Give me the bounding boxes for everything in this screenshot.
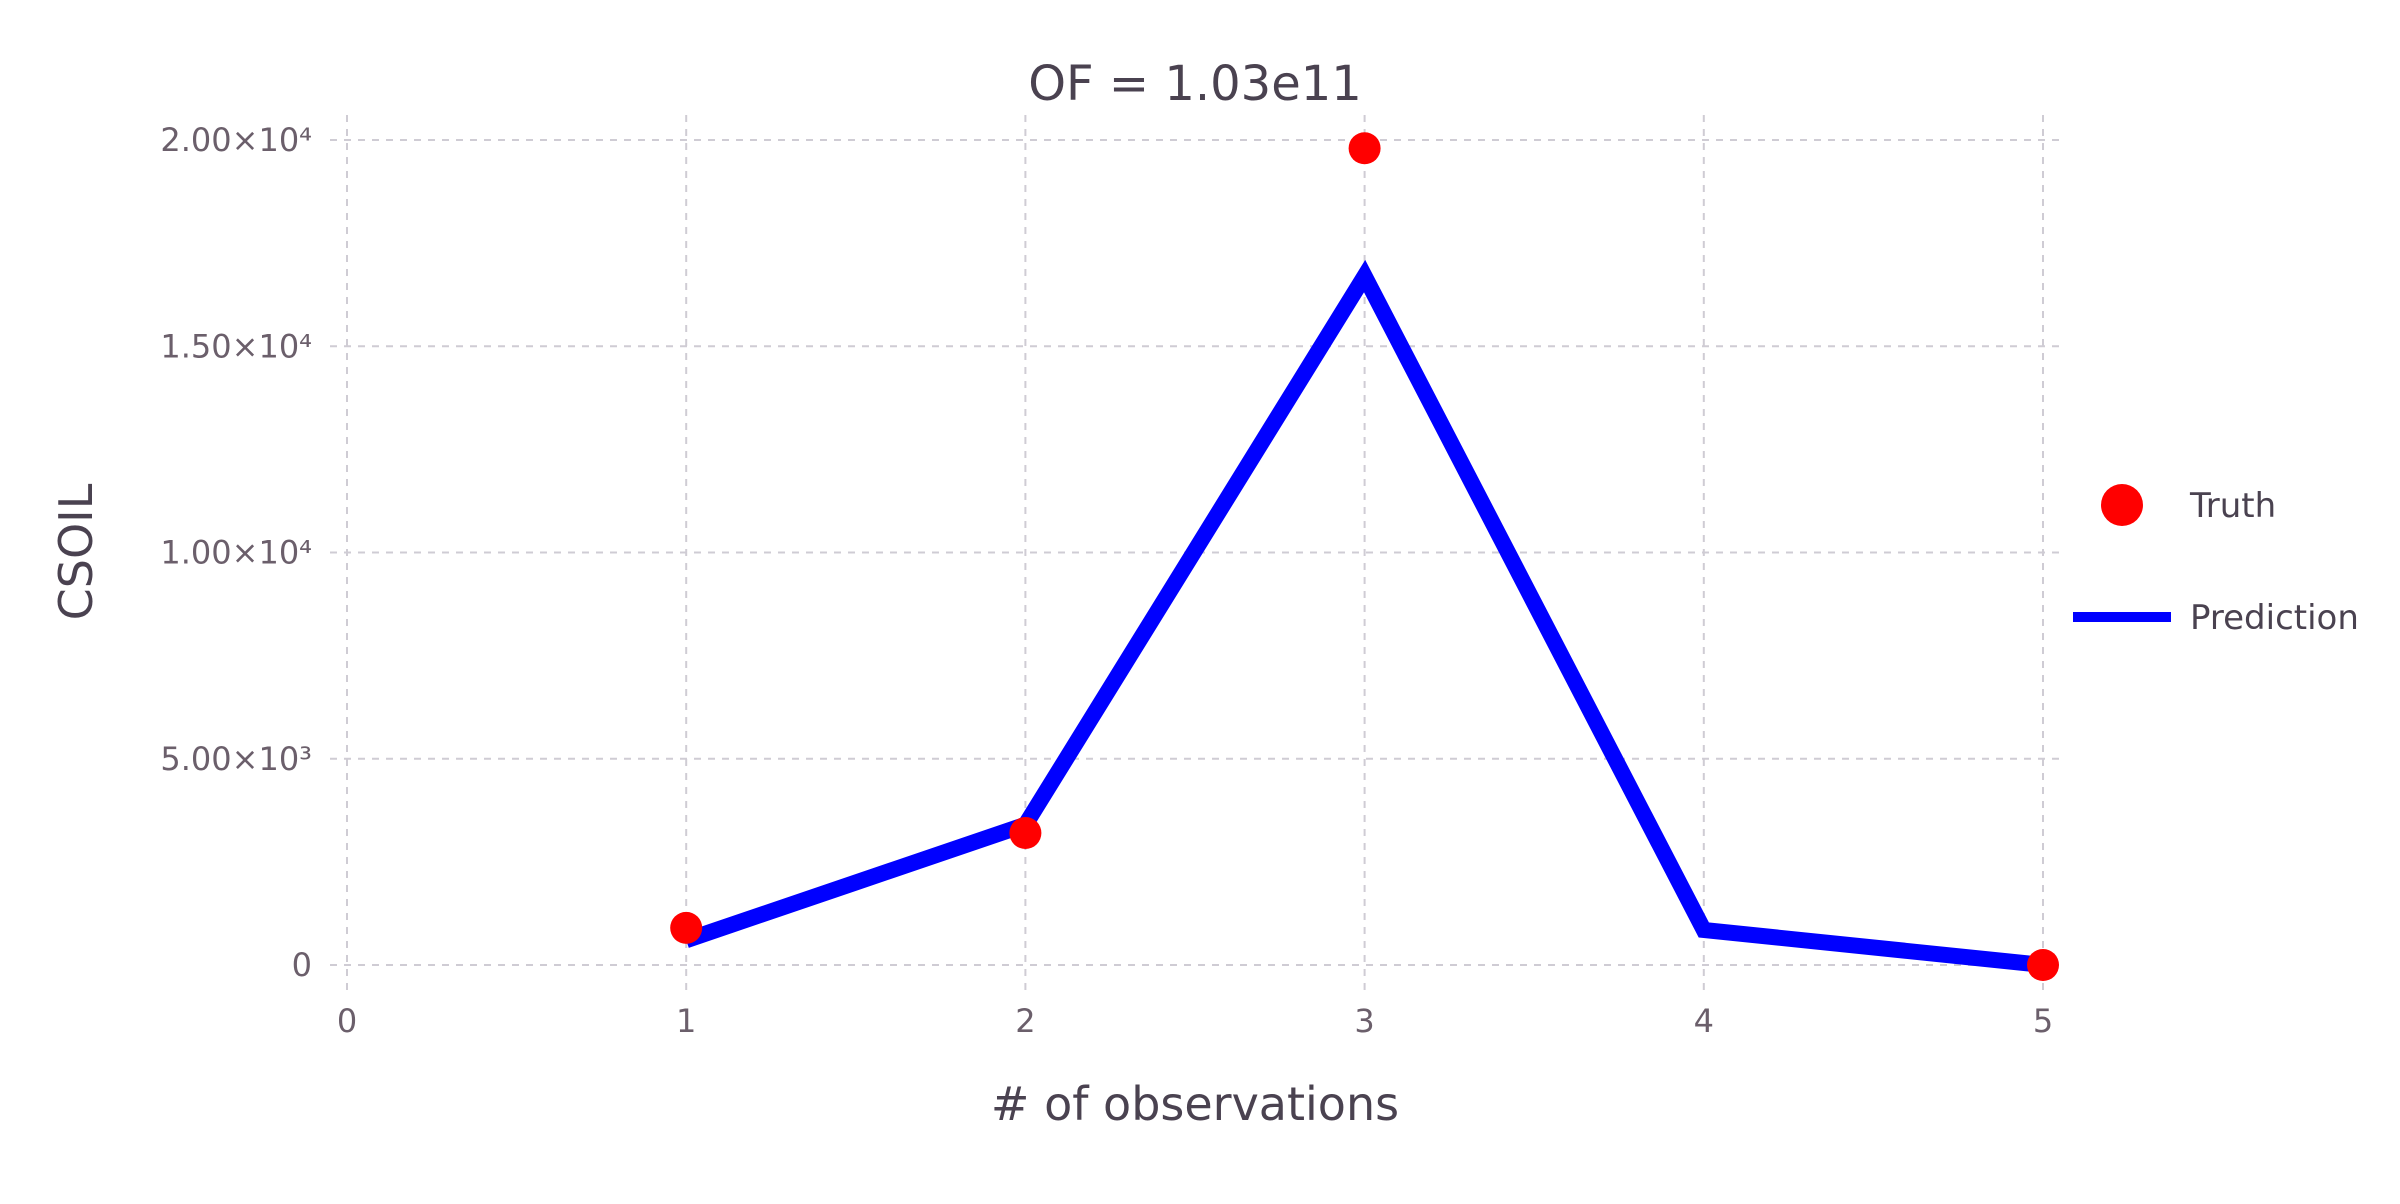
y-tick-label: 2.00×10⁴ bbox=[160, 121, 312, 159]
y-tick-label: 1.50×10⁴ bbox=[160, 327, 312, 365]
truth-point bbox=[670, 911, 703, 944]
x-tick-label: 2 bbox=[1015, 1002, 1035, 1040]
x-tick-label: 0 bbox=[337, 1002, 357, 1040]
y-tick-label: 0 bbox=[292, 946, 312, 984]
truth-point bbox=[1009, 817, 1042, 849]
legend-truth-marker bbox=[2101, 484, 2143, 526]
chart-title: OF = 1.03e11 bbox=[1028, 56, 1362, 112]
legend-label: Truth bbox=[2189, 486, 2276, 526]
legend: Truth Prediction bbox=[2073, 484, 2359, 638]
y-tick-label: 1.00×10⁴ bbox=[160, 534, 312, 572]
tick-labels: 0 1 2 3 4 5 0 5.00×10³ 1.00×10⁴ 1.50×10⁴ 2.00×10⁴ bbox=[160, 121, 2053, 1040]
prediction-line bbox=[683, 259, 2044, 973]
x-tick-label: 1 bbox=[676, 1002, 696, 1040]
grid bbox=[330, 115, 2062, 990]
y-axis-title: CSOIL bbox=[49, 483, 103, 620]
x-tick-label: 5 bbox=[2033, 1002, 2053, 1040]
series bbox=[670, 132, 2059, 981]
x-tick-label: 4 bbox=[1694, 1002, 1714, 1040]
x-tick-label: 3 bbox=[1354, 1002, 1374, 1040]
y-tick-label: 5.00×10³ bbox=[160, 740, 312, 778]
truth-point bbox=[2027, 949, 2059, 981]
truth-point bbox=[1348, 132, 1381, 165]
legend-label: Prediction bbox=[2190, 598, 2359, 638]
x-axis-title: # of observations bbox=[991, 1077, 1399, 1131]
